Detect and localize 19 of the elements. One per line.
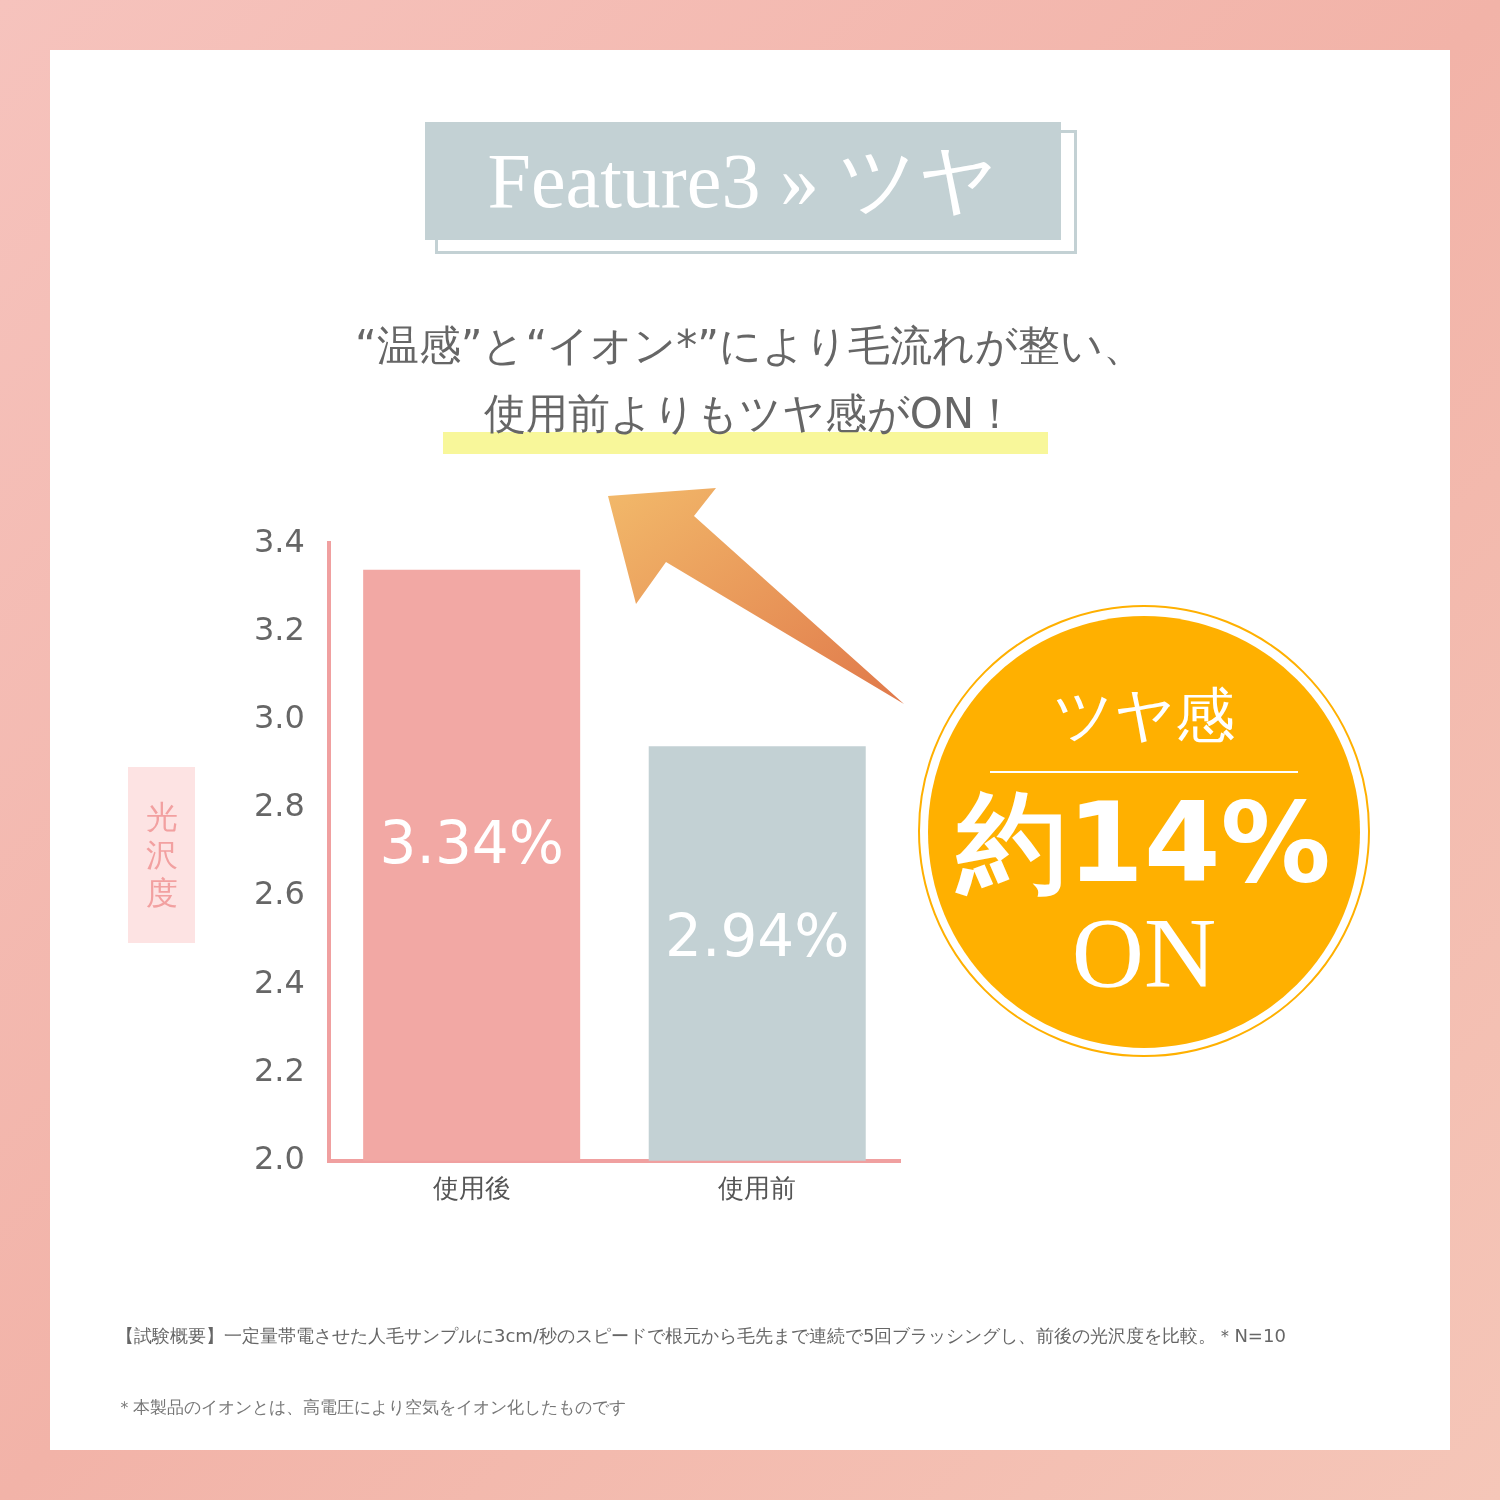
text: ツヤ感 xyxy=(1052,679,1236,752)
y-tick-label: 2.8 xyxy=(254,786,305,825)
y-tick-label: 2.0 xyxy=(254,1139,305,1178)
y-tick-label: 2.4 xyxy=(254,962,305,1001)
data-label: 2.94% xyxy=(665,902,850,971)
y-tick-label: 3.4 xyxy=(254,521,305,560)
y-tick-label: 3.2 xyxy=(254,609,305,648)
text: 【試験概要】一定量帯電させた人毛サンプルに3cm/秒のスピードで根元から毛先まで連続で5回ブラッシングし、前後の光沢度を比較。＊N=10 xyxy=(116,1324,1287,1348)
chart-subtitle: “温感”と“イオン*”により毛流れが整い、 xyxy=(354,321,1146,370)
chart-title: Feature3 » ツヤ xyxy=(487,135,999,226)
x-tick-label: 使用前 xyxy=(718,1173,797,1204)
y-tick-label: 2.2 xyxy=(254,1050,305,1089)
x-tick-label: 使用後 xyxy=(432,1173,511,1204)
text: 使用前よりもツヤ感がON！ xyxy=(483,389,1017,438)
y-tick-label: 3.0 xyxy=(254,697,305,736)
text: ＊本製品のイオンとは、高電圧により空気をイオン化したものです xyxy=(116,1396,627,1419)
y-tick-label: 2.6 xyxy=(254,874,305,913)
y-axis-title: 光沢度 xyxy=(145,798,178,912)
data-label: 3.34% xyxy=(379,808,564,877)
